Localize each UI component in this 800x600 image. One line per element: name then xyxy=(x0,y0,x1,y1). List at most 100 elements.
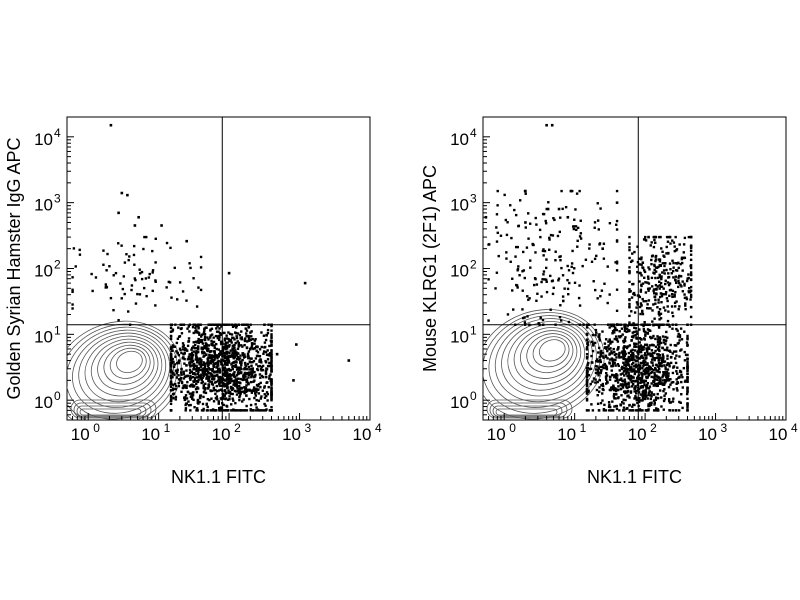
event-dot xyxy=(185,374,188,378)
event-dot xyxy=(240,390,243,393)
event-dot xyxy=(197,350,200,354)
event-dot xyxy=(223,385,226,388)
event-dot xyxy=(224,356,227,360)
event-dot xyxy=(214,362,217,366)
event-dot xyxy=(247,335,250,338)
event-dot xyxy=(633,387,637,391)
event-dot xyxy=(258,364,262,368)
event-dot xyxy=(545,258,548,261)
event-dot xyxy=(686,343,689,347)
event-dot xyxy=(208,350,211,353)
event-dot xyxy=(656,384,660,387)
event-dot xyxy=(265,368,269,371)
event-dot xyxy=(664,293,668,296)
event-dot xyxy=(687,235,691,239)
event-dot xyxy=(140,277,144,281)
event-dot xyxy=(531,242,534,246)
event-dot xyxy=(228,391,232,394)
event-dot xyxy=(664,262,667,265)
event-dot xyxy=(644,370,648,373)
event-dot xyxy=(656,353,659,356)
event-dot xyxy=(629,350,633,353)
event-dot xyxy=(252,375,256,379)
event-dot xyxy=(237,356,240,359)
event-dot xyxy=(636,376,639,380)
x-axis-title: NK1.1 FITC xyxy=(171,467,266,487)
event-dot xyxy=(237,341,241,345)
event-dot xyxy=(657,359,660,362)
event-dot xyxy=(514,213,518,217)
event-dot xyxy=(210,374,214,377)
event-dot xyxy=(235,357,239,361)
event-dot xyxy=(650,395,653,398)
event-dot xyxy=(236,372,240,376)
event-dot xyxy=(602,366,605,370)
event-dot xyxy=(193,376,197,380)
population-dots xyxy=(487,189,619,326)
event-dot xyxy=(598,386,601,389)
event-dot xyxy=(622,351,626,354)
event-dot xyxy=(585,376,589,379)
event-dot xyxy=(544,266,548,270)
event-dot xyxy=(192,331,195,335)
event-dot xyxy=(510,236,513,240)
event-dot xyxy=(257,392,261,395)
event-dot xyxy=(91,289,94,293)
event-dot xyxy=(613,350,616,354)
event-dot xyxy=(629,354,633,357)
event-dot xyxy=(655,407,658,410)
event-dot xyxy=(602,407,606,411)
event-dot xyxy=(236,332,240,335)
event-dot xyxy=(643,338,646,341)
event-dot xyxy=(608,375,612,379)
event-dot xyxy=(650,371,654,374)
event-dot xyxy=(169,377,173,380)
event-dot xyxy=(504,218,508,222)
event-dot xyxy=(261,364,265,368)
event-dot xyxy=(585,409,589,412)
event-dot xyxy=(636,401,639,405)
event-dot xyxy=(121,287,125,291)
event-dot xyxy=(232,399,235,402)
event-dot xyxy=(636,245,639,248)
event-dot xyxy=(662,408,665,411)
y-tick-label-exponent: 0 xyxy=(54,389,61,403)
event-dot xyxy=(658,318,661,321)
event-dot xyxy=(686,337,689,341)
event-dot xyxy=(612,358,615,361)
event-dot xyxy=(223,382,226,386)
event-dot xyxy=(543,278,546,281)
event-dot xyxy=(686,364,689,368)
event-dot xyxy=(545,290,549,294)
event-dot xyxy=(642,345,645,349)
event-dot xyxy=(578,304,582,307)
x-tick-label: 10 xyxy=(557,425,576,444)
event-dot xyxy=(505,251,508,254)
event-dot xyxy=(252,389,256,393)
event-dot xyxy=(677,276,680,279)
event-dot xyxy=(585,369,589,373)
event-dot xyxy=(599,353,603,356)
event-dot xyxy=(668,235,672,239)
event-dot xyxy=(680,373,683,377)
event-dot xyxy=(270,354,273,357)
event-dot xyxy=(585,382,589,385)
event-dot xyxy=(591,380,594,383)
event-dot xyxy=(514,245,518,249)
event-dot xyxy=(640,346,644,349)
event-dot xyxy=(534,216,537,220)
event-dot xyxy=(652,393,656,396)
event-dot xyxy=(521,308,524,311)
event-dot xyxy=(221,346,225,349)
event-dot xyxy=(134,278,137,282)
event-dot xyxy=(264,361,268,364)
event-dot xyxy=(169,347,173,351)
event-dot xyxy=(222,378,226,382)
event-dot xyxy=(652,334,655,338)
event-dot xyxy=(633,372,637,376)
event-dot xyxy=(169,355,173,358)
event-dot xyxy=(592,280,595,283)
event-dot xyxy=(689,305,693,309)
event-dot xyxy=(652,303,655,306)
y-tick-label-exponent: 0 xyxy=(470,389,477,403)
